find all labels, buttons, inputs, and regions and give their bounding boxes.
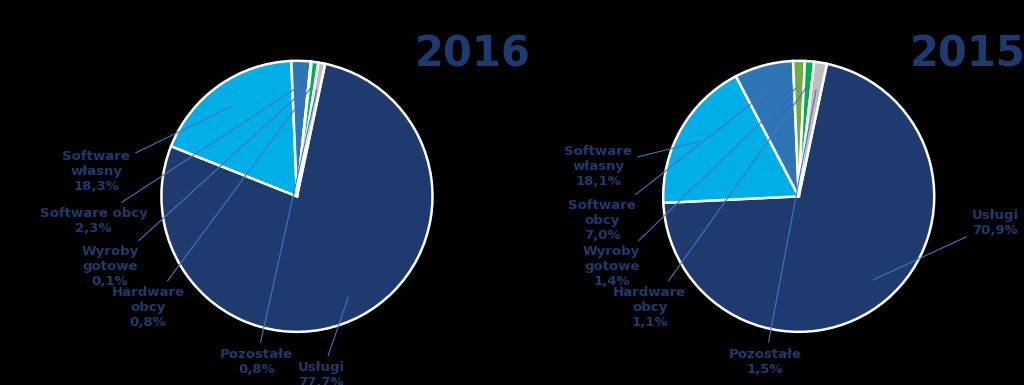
Wedge shape — [297, 62, 326, 196]
Wedge shape — [162, 64, 432, 332]
Text: Pozostałe
0,8%: Pozostałe 0,8% — [220, 90, 316, 376]
Text: Software
obcy
7,0%: Software obcy 7,0% — [568, 91, 768, 242]
Wedge shape — [736, 61, 799, 196]
Text: Software obcy
2,3%: Software obcy 2,3% — [40, 87, 298, 235]
Text: Usługi
77,7%: Usługi 77,7% — [298, 297, 348, 385]
Wedge shape — [297, 62, 318, 196]
Text: 2015: 2015 — [910, 33, 1024, 75]
Text: Wyroby
gotowe
1,4%: Wyroby gotowe 1,4% — [583, 87, 797, 288]
Text: Software
własny
18,1%: Software własny 18,1% — [564, 142, 699, 188]
Wedge shape — [291, 61, 311, 196]
Text: Usługi
70,9%: Usługi 70,9% — [873, 209, 1019, 280]
Wedge shape — [664, 76, 799, 203]
Wedge shape — [171, 61, 297, 196]
Text: Pozostałe
1,5%: Pozostałe 1,5% — [728, 89, 816, 376]
Text: Software
własny
18,3%: Software własny 18,3% — [62, 107, 230, 193]
Wedge shape — [297, 62, 311, 196]
Wedge shape — [793, 61, 805, 196]
Wedge shape — [664, 64, 934, 332]
Wedge shape — [799, 61, 814, 196]
Text: Hardware
obcy
0,8%: Hardware obcy 0,8% — [112, 89, 310, 329]
Text: Hardware
obcy
1,1%: Hardware obcy 1,1% — [613, 88, 806, 329]
Wedge shape — [799, 62, 827, 196]
Text: Wyroby
gotowe
0,1%: Wyroby gotowe 0,1% — [81, 88, 306, 288]
Text: 2016: 2016 — [415, 33, 531, 75]
